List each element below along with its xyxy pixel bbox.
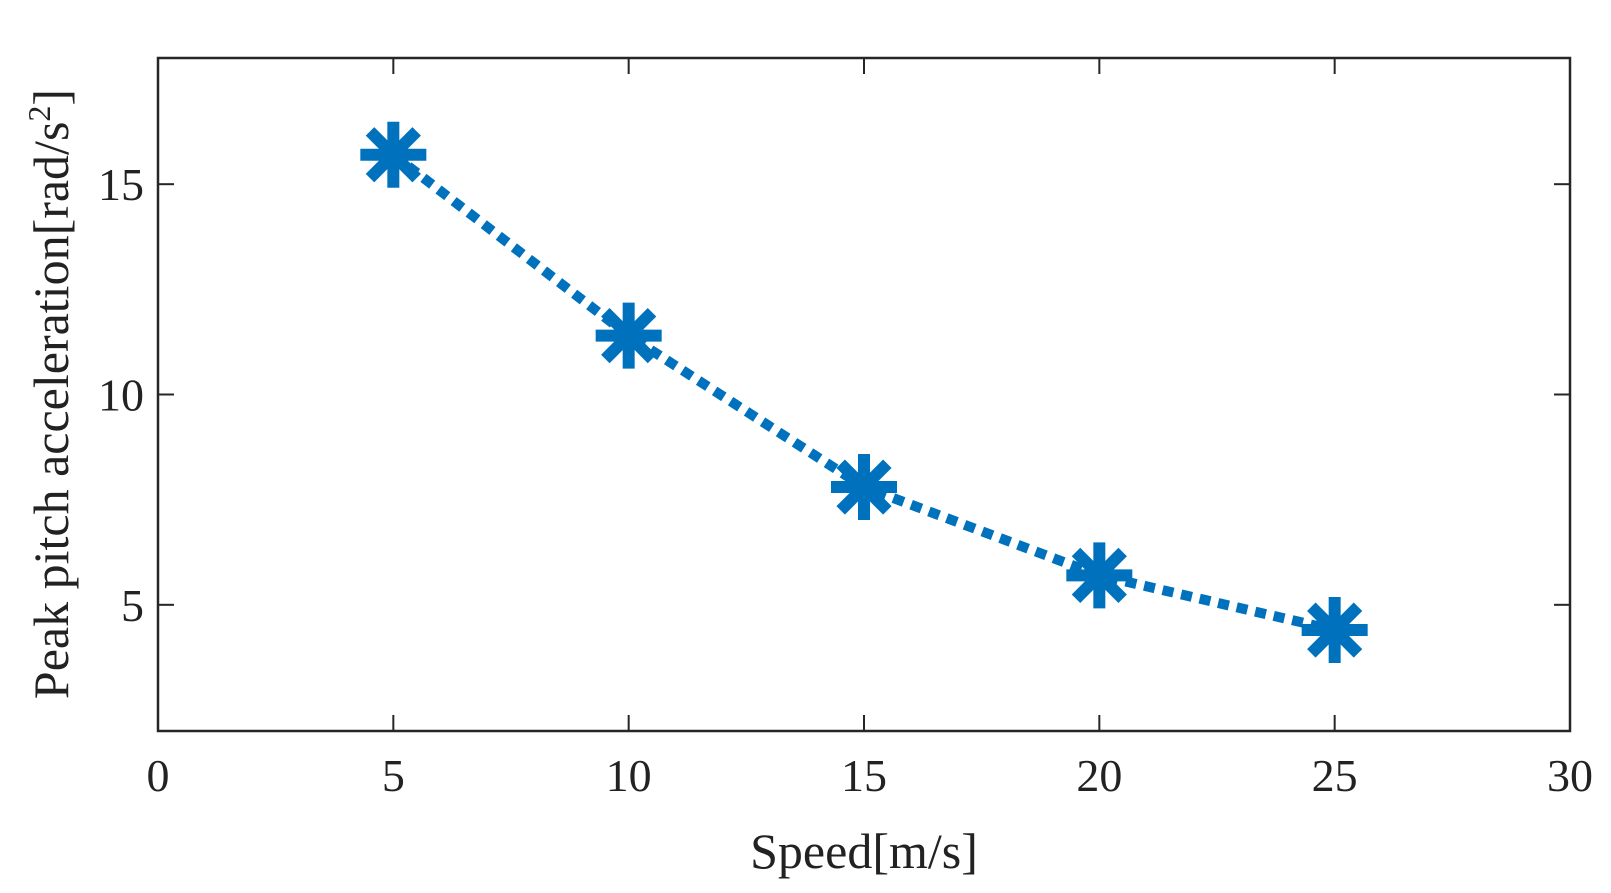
data-point-marker xyxy=(595,302,662,369)
data-point-marker xyxy=(360,121,427,188)
x-tick-label: 15 xyxy=(841,750,887,801)
x-tick-label: 20 xyxy=(1076,750,1122,801)
x-tick-label: 0 xyxy=(147,750,170,801)
marker-stroke xyxy=(1307,602,1363,658)
marker-stroke xyxy=(1071,547,1127,603)
x-tick-label: 30 xyxy=(1547,750,1593,801)
y-axis-title: Peak pitch acceleration[rad/s2] xyxy=(21,89,79,699)
y-tick-label: 5 xyxy=(121,580,144,631)
y-tick-label: 10 xyxy=(98,370,144,421)
y-tick-labels: 5 10 15 xyxy=(98,159,144,631)
x-tick-label: 10 xyxy=(606,750,652,801)
axis-ticks xyxy=(157,58,1571,731)
marker-stroke xyxy=(836,459,892,515)
x-axis-title: Speed[m/s] xyxy=(750,823,978,879)
x-tick-labels: 0 5 10 15 20 25 30 xyxy=(147,750,1594,801)
y-axis-title-superscript: 2 xyxy=(21,106,57,122)
y-axis-title-main: Peak pitch acceleration[rad/s xyxy=(23,122,79,700)
x-tick-label: 25 xyxy=(1312,750,1358,801)
marker-stroke xyxy=(365,127,421,183)
x-tick-label: 5 xyxy=(382,750,405,801)
marker-stroke xyxy=(601,308,657,364)
data-point-marker xyxy=(1066,542,1133,609)
y-tick-label: 15 xyxy=(98,159,144,210)
data-point-marker xyxy=(831,454,897,521)
y-axis-title-tail: ] xyxy=(23,89,79,106)
series-layer xyxy=(360,121,1368,664)
data-point-marker xyxy=(1301,597,1368,664)
